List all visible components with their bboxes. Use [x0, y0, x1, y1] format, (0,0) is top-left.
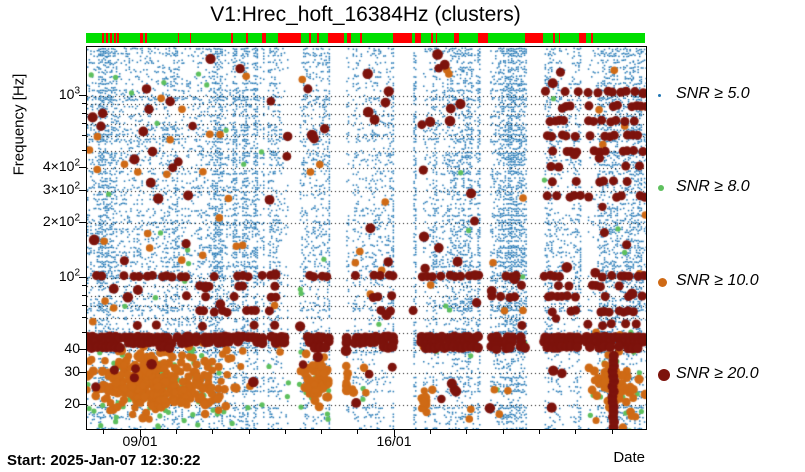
axis-tick-mark	[82, 317, 86, 318]
axis-tick-mark	[82, 150, 86, 151]
lock-status-bar	[86, 33, 645, 43]
legend-entry: SNR ≥ 20.0	[650, 365, 800, 385]
legend-label: SNR ≥ 20.0	[676, 365, 759, 382]
y-tick-label: 40	[64, 340, 80, 356]
status-bad-segment	[393, 33, 413, 43]
status-bad-segment	[309, 33, 312, 43]
axis-tick-mark	[285, 430, 286, 434]
x-axis-title: Date	[613, 449, 645, 466]
axis-tick-mark	[82, 123, 86, 124]
axis-tick-mark	[82, 332, 86, 333]
status-bad-segment	[552, 33, 555, 43]
status-bad-segment	[524, 33, 544, 43]
axis-tick-mark	[82, 113, 86, 114]
x-tick-label: 16/01	[376, 433, 412, 449]
axis-tick-mark	[82, 305, 86, 306]
axis-tick-mark	[503, 430, 504, 434]
axis-tick-mark	[82, 103, 86, 104]
axis-tick-mark	[612, 430, 613, 434]
status-bad-segment	[110, 33, 112, 43]
y-tick-label: 2×102	[42, 212, 80, 229]
axis-tick-mark	[357, 430, 358, 434]
status-bad-segment	[430, 33, 433, 43]
status-bad-segment	[114, 33, 116, 43]
plot-frame	[86, 46, 647, 430]
axis-tick-mark	[79, 222, 86, 223]
status-bad-segment	[347, 33, 352, 43]
status-bad-segment	[140, 33, 143, 43]
axis-tick-mark	[79, 372, 86, 373]
axis-tick-mark	[103, 430, 104, 434]
start-time-label: Start: 2025-Jan-07 12:30:22	[7, 452, 201, 469]
status-bad-segment	[189, 33, 192, 43]
legend-marker-icon	[658, 185, 664, 191]
y-tick-label: 102	[58, 267, 80, 284]
axis-tick-mark	[79, 404, 86, 405]
axis-tick-mark	[539, 430, 540, 434]
y-tick-label: 103	[58, 85, 80, 102]
axis-tick-mark	[82, 285, 86, 286]
y-tick-label: 3×102	[42, 180, 80, 197]
y-tick-label: 20	[64, 395, 80, 411]
status-bad-segment	[558, 33, 561, 43]
legend-marker-icon	[658, 369, 670, 381]
status-bad-segment	[360, 33, 362, 43]
axis-tick-mark	[430, 430, 431, 434]
y-tick-label: 4×102	[42, 157, 80, 174]
axis-tick-mark	[466, 430, 467, 434]
axis-tick-mark	[249, 430, 250, 434]
status-bad-segment	[478, 33, 489, 43]
axis-tick-mark	[394, 430, 395, 437]
status-bad-segment	[246, 33, 249, 43]
status-bad-segment	[145, 33, 147, 43]
axis-tick-mark	[321, 430, 322, 434]
status-bad-segment	[578, 33, 587, 43]
legend-label: SNR ≥ 10.0	[676, 272, 759, 289]
x-tick-label: 09/01	[122, 433, 158, 449]
axis-tick-mark	[212, 430, 213, 434]
axis-tick-mark	[82, 135, 86, 136]
legend-label: SNR ≥ 5.0	[676, 85, 750, 102]
legend-marker-icon	[658, 93, 661, 97]
status-bad-segment	[117, 33, 119, 43]
legend-entry: SNR ≥ 10.0	[650, 272, 800, 292]
status-bad-segment	[262, 33, 267, 43]
axis-tick-mark	[140, 430, 141, 437]
y-tick-label: 30	[64, 363, 80, 379]
status-bad-segment	[590, 33, 593, 43]
axis-tick-mark	[176, 430, 177, 434]
status-bad-segment	[414, 33, 421, 43]
status-bad-segment	[435, 33, 438, 43]
axis-tick-mark	[79, 277, 86, 278]
status-bad-segment	[454, 33, 460, 43]
status-bad-segment	[106, 33, 108, 43]
axis-tick-mark	[79, 95, 86, 96]
status-bad-segment	[328, 33, 345, 43]
status-bad-segment	[278, 33, 301, 43]
status-bad-segment	[177, 33, 180, 43]
axis-tick-mark	[575, 430, 576, 434]
axis-tick-mark	[79, 190, 86, 191]
status-bad-segment	[102, 33, 105, 43]
legend-entry: SNR ≥ 5.0	[650, 85, 800, 105]
axis-tick-mark	[79, 167, 86, 168]
axis-tick-mark	[82, 295, 86, 296]
scatter-plot-canvas	[87, 47, 646, 429]
legend-label: SNR ≥ 8.0	[676, 178, 750, 195]
status-bad-segment	[231, 33, 234, 43]
axis-tick-mark	[79, 349, 86, 350]
chart-title: V1:Hrec_hoft_16384Hz (clusters)	[210, 3, 521, 26]
status-bad-segment	[316, 33, 319, 43]
legend-entry: SNR ≥ 8.0	[650, 178, 800, 198]
legend-marker-icon	[658, 277, 667, 287]
